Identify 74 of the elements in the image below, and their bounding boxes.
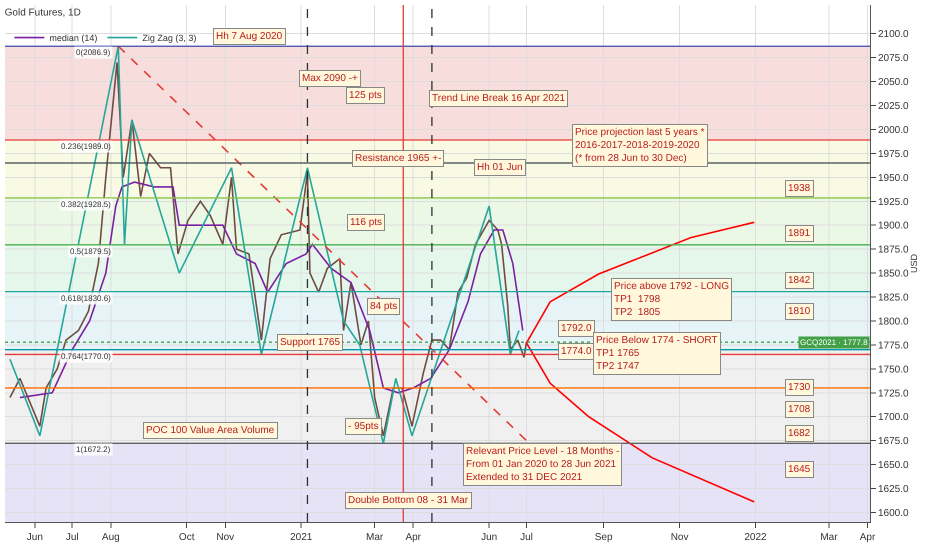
annotation: Support 1765 xyxy=(280,337,340,348)
y-tick-label: 2100.0 xyxy=(878,29,910,40)
annotation: 1682 xyxy=(788,428,811,439)
annotation: Price above 1792 - LONG TP1 1798 TP2 1805 xyxy=(614,281,730,318)
chart-title: Gold Futures, 1D xyxy=(4,7,81,18)
ref-line-label: 0.764(1770.0) xyxy=(61,352,112,361)
y-tick-label: 1775.0 xyxy=(878,340,910,352)
x-tick-label: Apr xyxy=(405,532,422,543)
y-tick-label: 1850.0 xyxy=(878,268,910,280)
ref-line-label: 0.618(1830.6) xyxy=(61,294,112,303)
ref-line-label: 1(1672.2) xyxy=(76,445,111,454)
annotation: 1810 xyxy=(788,306,811,317)
y-tick-label: 1650.0 xyxy=(878,460,910,472)
annotation: POC 100 Value Area Volume xyxy=(146,425,275,436)
annotation: 1730 xyxy=(788,382,811,393)
annotation: Hh 01 Jun xyxy=(477,162,523,173)
annotation: Max 2090 -+ xyxy=(302,73,358,84)
ref-line-label: 0.236(1989.0) xyxy=(61,142,112,151)
y-tick-label: 1600.0 xyxy=(878,508,910,519)
annotation: Relevant Price Level - 18 Months - From 01 Jan 2020 to 28 Jun 2021 Extended to 31 DEC 2021 xyxy=(466,446,620,483)
y-axis-title: USD xyxy=(909,254,920,274)
annotation: Price projection last 5 years * 2016-2017-2018-2019-2020 (* from 28 Jun to 30 Dec) xyxy=(575,127,705,164)
x-tick-label: Apr xyxy=(860,532,876,543)
annotation: 1792.0 xyxy=(561,323,592,334)
y-tick-label: 1825.0 xyxy=(878,292,910,304)
x-tick-label: Jun xyxy=(26,532,43,543)
annotation: Trend Line Break 16 Apr 2021 xyxy=(432,93,566,104)
annotation: 84 pts xyxy=(370,301,398,312)
annotation: Price Below 1774 - SHORT TP1 1765 TP2 1747 xyxy=(596,335,718,372)
x-tick-label: 2022 xyxy=(744,532,768,543)
annotation: 1891 xyxy=(788,228,811,239)
y-tick-label: 1725.0 xyxy=(878,388,910,400)
y-tick-label: 2025.0 xyxy=(878,101,910,112)
annotation: Resistance 1965 +- xyxy=(355,153,442,164)
y-tick-label: 1700.0 xyxy=(878,412,910,424)
annotation: Double Bottom 08 - 31 Mar xyxy=(348,495,469,506)
y-tick-label: 1950.0 xyxy=(878,172,910,184)
x-tick-label: Aug xyxy=(102,532,120,543)
y-tick-label: 1625.0 xyxy=(878,484,910,495)
y-tick-label: 1800.0 xyxy=(878,316,910,328)
ref-line-label: 0(2086.9) xyxy=(76,48,111,57)
y-tick-label: 2075.0 xyxy=(878,53,910,64)
y-tick-label: 2050.0 xyxy=(878,77,910,88)
x-tick-label: Sep xyxy=(594,532,613,543)
x-tick-label: Oct xyxy=(178,532,195,543)
x-tick-label: Jul xyxy=(520,532,533,543)
x-tick-label: Jul xyxy=(66,532,79,543)
annotation: 1938 xyxy=(788,183,811,194)
x-tick-label: Mar xyxy=(366,532,384,543)
legend-label: Zig Zag (3, 3) xyxy=(142,33,196,44)
annotation: - 95pts xyxy=(348,421,379,432)
y-tick-label: 1875.0 xyxy=(878,244,910,256)
y-tick-label: 1675.0 xyxy=(878,436,910,448)
legend-label: median (14) xyxy=(49,33,98,44)
ref-line-label: 0.5(1879.5) xyxy=(70,247,112,256)
annotation: 1708 xyxy=(788,404,811,415)
annotation: Hh 7 Aug 2020 xyxy=(216,31,283,42)
x-tick-label: Jun xyxy=(481,532,498,543)
annotation: 125 pts xyxy=(349,90,382,101)
x-tick-label: 2021 xyxy=(290,532,313,543)
y-tick-label: 1750.0 xyxy=(878,364,910,376)
annotation: 1774.0 xyxy=(561,346,592,357)
annotation: 1842 xyxy=(788,275,811,286)
x-tick-label: Mar xyxy=(820,532,838,543)
ref-line-label: GCQ2021 · 1777.8 xyxy=(800,338,868,347)
y-tick-label: 1975.0 xyxy=(878,148,910,160)
x-tick-label: Nov xyxy=(670,532,688,543)
y-tick-label: 1925.0 xyxy=(878,196,910,208)
x-tick-label: Nov xyxy=(216,532,234,543)
y-tick-label: 1900.0 xyxy=(878,220,910,232)
ref-line-label: 0.382(1928.5) xyxy=(61,200,112,209)
y-tick-label: 2000.0 xyxy=(878,124,910,136)
annotation: 1645 xyxy=(788,464,811,475)
annotation: 116 pts xyxy=(350,217,382,228)
